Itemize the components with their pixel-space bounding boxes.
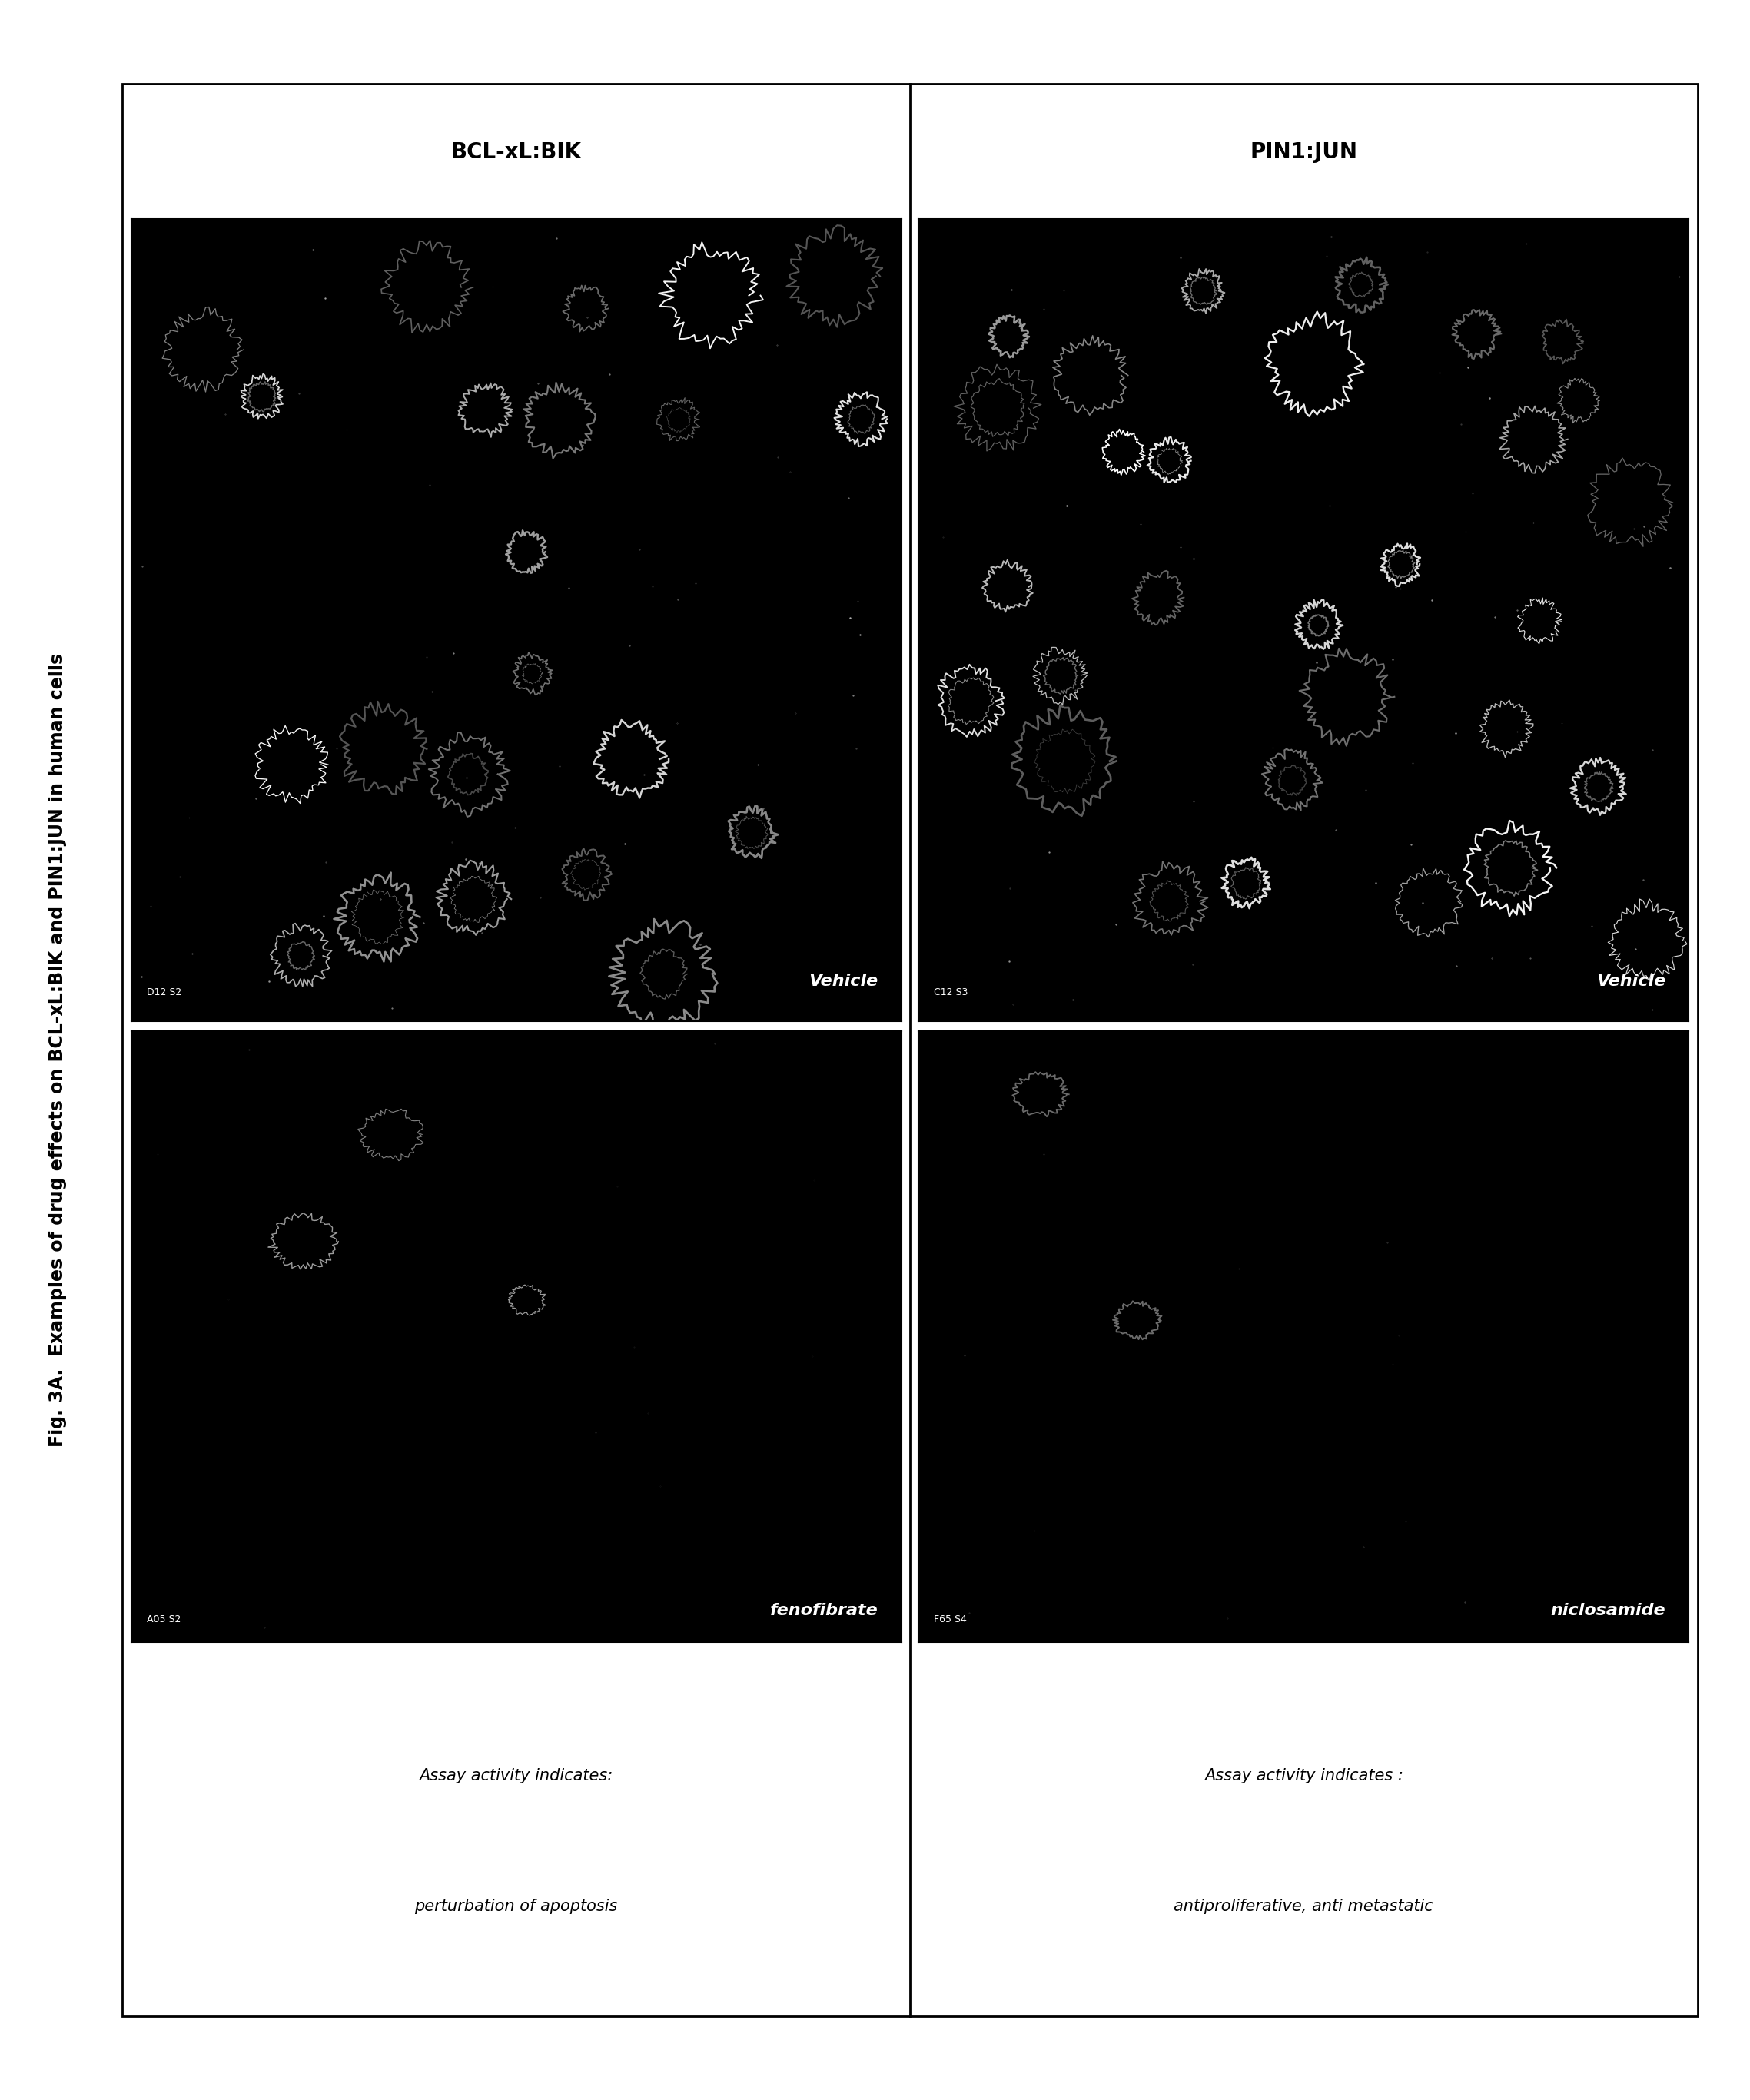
Text: C12 S3: C12 S3	[935, 987, 968, 998]
Text: Assay activity indicates:: Assay activity indicates:	[420, 1768, 612, 1783]
Text: D12 S2: D12 S2	[147, 987, 182, 998]
Text: A05 S2: A05 S2	[147, 1615, 180, 1623]
Text: Assay activity indicates :: Assay activity indicates :	[1204, 1768, 1404, 1783]
Text: niclosamide: niclosamide	[1550, 1602, 1666, 1617]
Text: BCL-xL:BIK: BCL-xL:BIK	[452, 141, 581, 162]
Text: Fig. 3A.  Examples of drug effects on BCL-xL:BIK and PIN1:JUN in human cells: Fig. 3A. Examples of drug effects on BCL…	[49, 653, 66, 1447]
Text: F65 S4: F65 S4	[935, 1615, 968, 1623]
Text: perturbation of apoptosis: perturbation of apoptosis	[415, 1898, 618, 1915]
Text: fenofibrate: fenofibrate	[770, 1602, 879, 1617]
Text: antiproliferative, anti metastatic: antiproliferative, anti metastatic	[1174, 1898, 1433, 1915]
Text: Vehicle: Vehicle	[1596, 974, 1666, 989]
Text: PIN1:JUN: PIN1:JUN	[1250, 141, 1358, 162]
Text: Vehicle: Vehicle	[809, 974, 879, 989]
